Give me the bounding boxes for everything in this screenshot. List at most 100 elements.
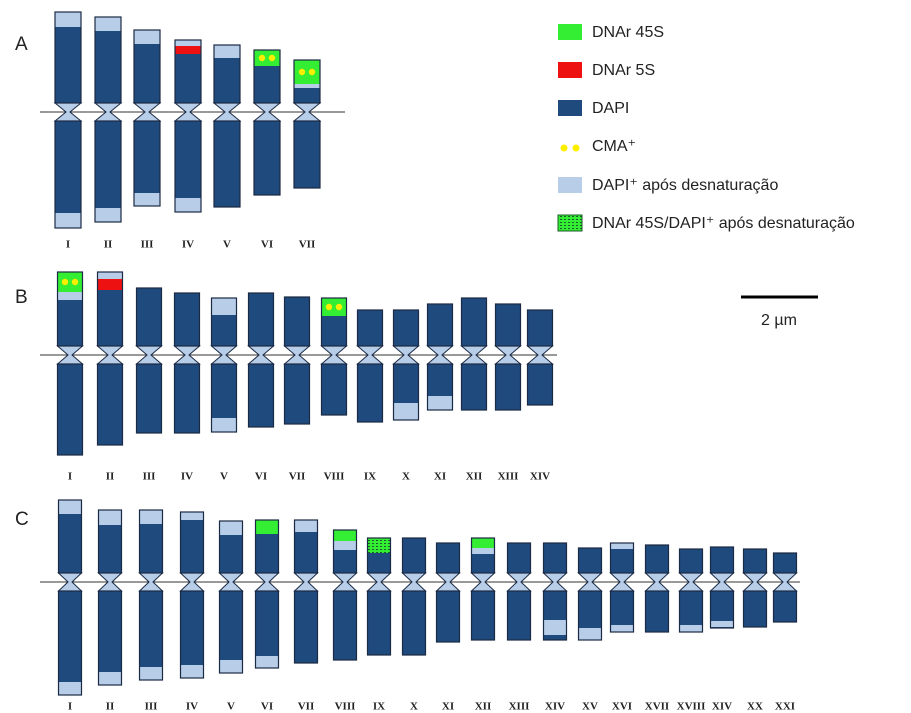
long-arm bbox=[294, 121, 320, 188]
band bbox=[98, 279, 123, 290]
chromosome bbox=[212, 298, 237, 432]
short-arm bbox=[137, 288, 162, 346]
short-arm bbox=[544, 543, 567, 573]
chromosome bbox=[368, 538, 391, 655]
band bbox=[181, 665, 204, 678]
chromosome-label: II bbox=[104, 239, 113, 251]
panel-label: A bbox=[15, 34, 28, 55]
band bbox=[368, 538, 391, 553]
chromosome-label: IX bbox=[373, 701, 385, 713]
long-arm bbox=[508, 591, 531, 640]
chromosome-label: XII bbox=[475, 701, 492, 713]
long-arm bbox=[140, 591, 163, 680]
band bbox=[175, 40, 201, 46]
swatch-5s bbox=[558, 62, 582, 78]
long-arm bbox=[472, 591, 495, 640]
chromosome bbox=[175, 40, 201, 212]
long-arm bbox=[55, 121, 81, 228]
short-arm bbox=[181, 512, 204, 573]
chromosome-label: V bbox=[220, 471, 228, 483]
chromosome bbox=[295, 520, 318, 663]
band bbox=[334, 530, 357, 541]
chromosome-label: I bbox=[68, 471, 72, 483]
chromosome-label: VII bbox=[298, 701, 315, 713]
band bbox=[55, 12, 81, 27]
chromosome-label: XI bbox=[442, 701, 454, 713]
chromosome bbox=[579, 548, 602, 640]
long-arm bbox=[58, 364, 83, 455]
chromosome-label: VI bbox=[255, 471, 267, 483]
swatch-dapi-plus bbox=[558, 177, 582, 193]
band bbox=[134, 193, 160, 206]
band bbox=[59, 682, 82, 695]
short-arm bbox=[579, 548, 602, 573]
chromosome-label: XXI bbox=[775, 701, 795, 713]
band bbox=[181, 512, 204, 520]
band bbox=[680, 625, 703, 632]
chromosome-label: III bbox=[141, 239, 154, 251]
chromosome bbox=[214, 45, 240, 207]
chromosome bbox=[140, 510, 163, 680]
short-arm bbox=[774, 553, 797, 573]
band bbox=[472, 548, 495, 554]
band bbox=[95, 17, 121, 31]
chromosome bbox=[294, 60, 320, 188]
chromosome bbox=[528, 310, 553, 405]
short-arm bbox=[646, 545, 669, 573]
chromosome bbox=[680, 549, 703, 632]
long-arm bbox=[254, 121, 280, 195]
chromosome-label: II bbox=[106, 471, 115, 483]
band bbox=[59, 500, 82, 514]
chromosome-label: II bbox=[106, 701, 115, 713]
band bbox=[611, 625, 634, 632]
band bbox=[256, 520, 279, 534]
long-arm bbox=[744, 591, 767, 627]
band bbox=[220, 521, 243, 535]
band bbox=[294, 60, 320, 84]
short-arm bbox=[496, 304, 521, 346]
band bbox=[95, 208, 121, 222]
chromosome bbox=[134, 30, 160, 206]
chromosome bbox=[55, 12, 81, 228]
short-arm bbox=[428, 304, 453, 346]
long-arm bbox=[137, 364, 162, 433]
band bbox=[98, 272, 123, 279]
chromosome bbox=[462, 298, 487, 410]
band bbox=[711, 621, 734, 627]
chromosome bbox=[137, 288, 162, 433]
band bbox=[134, 30, 160, 44]
chromosome-label: V bbox=[223, 239, 231, 251]
long-arm bbox=[774, 591, 797, 622]
swatch-45s bbox=[558, 24, 582, 40]
chromosome-label: XVIII bbox=[677, 701, 706, 713]
band bbox=[175, 46, 201, 54]
cma-dot bbox=[309, 69, 315, 75]
legend-label: DNAr 45S/DAPI⁺ após desnaturação bbox=[592, 215, 855, 232]
idiogram-figure: DNAr 45S DNAr 5S DAPI CMA⁺ DAPI⁺ após de… bbox=[0, 0, 911, 713]
short-arm bbox=[744, 549, 767, 573]
band bbox=[58, 272, 83, 292]
band bbox=[544, 620, 567, 635]
chromosome-label: X bbox=[402, 471, 410, 483]
chromosome-label: VII bbox=[299, 239, 316, 251]
band bbox=[140, 667, 163, 680]
chromosome-label: V bbox=[227, 701, 235, 713]
chromosome bbox=[544, 543, 567, 640]
cma-dot bbox=[326, 304, 332, 310]
long-arm bbox=[334, 591, 357, 660]
chromosome bbox=[774, 553, 797, 622]
band bbox=[212, 418, 237, 432]
chromosome-label: XVI bbox=[612, 701, 632, 713]
chromosome bbox=[95, 17, 121, 222]
band bbox=[295, 520, 318, 532]
long-arm bbox=[496, 364, 521, 410]
short-arm bbox=[680, 549, 703, 573]
long-arm bbox=[403, 591, 426, 655]
long-arm bbox=[646, 591, 669, 632]
cma-dot bbox=[72, 279, 78, 285]
long-arm bbox=[358, 364, 383, 422]
legend-label: DAPI bbox=[592, 100, 629, 117]
legend-label: CMA⁺ bbox=[592, 138, 636, 155]
chromosome-label: XX bbox=[747, 701, 763, 713]
short-arm bbox=[437, 543, 460, 573]
